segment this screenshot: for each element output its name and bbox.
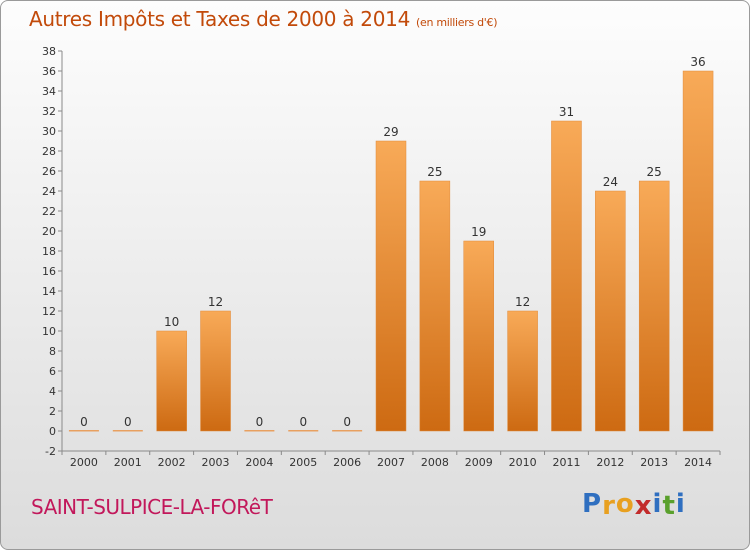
y-tick-label: 30 (42, 125, 56, 138)
bar-value-label: 19 (471, 225, 486, 239)
x-tick-label: 2010 (509, 456, 537, 469)
bar-value-label: 0 (299, 415, 307, 429)
bar (463, 240, 494, 432)
x-tick-label: 2000 (70, 456, 98, 469)
y-tick-label: 38 (42, 45, 56, 58)
x-tick-label: 2006 (333, 456, 361, 469)
bar-value-label: 0 (343, 415, 351, 429)
y-tick-label: 0 (49, 425, 56, 438)
bar-value-label: 12 (208, 295, 223, 309)
bar (200, 310, 231, 432)
y-tick-label: 28 (42, 145, 56, 158)
bar (68, 430, 99, 432)
chart-title-main: Autres Impôts et Taxes de 2000 à 2014 (29, 7, 410, 31)
logo-letter: x (634, 491, 653, 521)
bar (638, 180, 670, 432)
commune-name: SAINT-SULPICE-LA-FORêT (31, 495, 273, 519)
y-tick-label: 20 (42, 225, 56, 238)
bar (551, 120, 582, 432)
bar-value-label: 31 (559, 105, 574, 119)
y-tick-label: 26 (42, 165, 56, 178)
x-tick-label: 2005 (289, 456, 317, 469)
bar (332, 430, 363, 432)
bar-value-label: 24 (603, 175, 618, 189)
bar (419, 180, 451, 432)
bar-value-label: 0 (256, 415, 264, 429)
bar-value-label: 29 (383, 125, 398, 139)
x-tick-label: 2011 (552, 456, 580, 469)
logo-letter: i (675, 489, 686, 519)
y-tick-label: 2 (49, 405, 56, 418)
y-tick-label: 16 (42, 265, 56, 278)
proxiti-logo: Proxiti (582, 489, 686, 521)
logo-letter: o (615, 489, 635, 519)
logo-letter: i (652, 489, 663, 519)
bar (112, 430, 143, 432)
y-tick-label: 36 (42, 65, 56, 78)
x-tick-label: 2003 (202, 456, 230, 469)
y-tick-label: 18 (42, 245, 56, 258)
bar-value-label: 25 (427, 165, 442, 179)
logo-letter: t (662, 491, 676, 521)
bar-value-label: 10 (164, 315, 179, 329)
bar (682, 70, 714, 432)
chart-title-unit: (en milliers d'€) (416, 16, 498, 29)
y-tick-label: 34 (42, 85, 56, 98)
y-tick-label: 6 (49, 365, 56, 378)
bar (288, 430, 319, 432)
y-tick-label: -2 (45, 445, 56, 458)
y-tick-label: 12 (42, 305, 56, 318)
bar-value-label: 36 (690, 55, 705, 69)
logo-letter: r (602, 491, 616, 521)
x-tick-label: 2009 (465, 456, 493, 469)
x-tick-label: 2012 (596, 456, 624, 469)
bar-value-label: 0 (124, 415, 132, 429)
y-tick-label: 4 (49, 385, 56, 398)
y-tick-label: 8 (49, 345, 56, 358)
y-tick-label: 14 (42, 285, 56, 298)
logo-letter: P (582, 489, 603, 519)
x-tick-label: 2014 (684, 456, 712, 469)
bar-value-label: 0 (80, 415, 88, 429)
y-tick-label: 32 (42, 105, 56, 118)
x-tick-label: 2013 (640, 456, 668, 469)
x-tick-label: 2001 (114, 456, 142, 469)
y-tick-label: 24 (42, 185, 56, 198)
bar-value-label: 25 (647, 165, 662, 179)
bar (244, 430, 275, 432)
bar (595, 190, 626, 432)
y-tick-label: 10 (42, 325, 56, 338)
bar-value-label: 12 (515, 295, 530, 309)
bar (156, 330, 187, 432)
x-tick-label: 2007 (377, 456, 405, 469)
bar (375, 140, 407, 432)
x-tick-label: 2004 (245, 456, 273, 469)
x-tick-label: 2002 (158, 456, 186, 469)
bar (507, 310, 538, 432)
y-tick-label: 22 (42, 205, 56, 218)
chart-title: Autres Impôts et Taxes de 2000 à 2014 (en… (29, 7, 497, 31)
x-tick-label: 2008 (421, 456, 449, 469)
